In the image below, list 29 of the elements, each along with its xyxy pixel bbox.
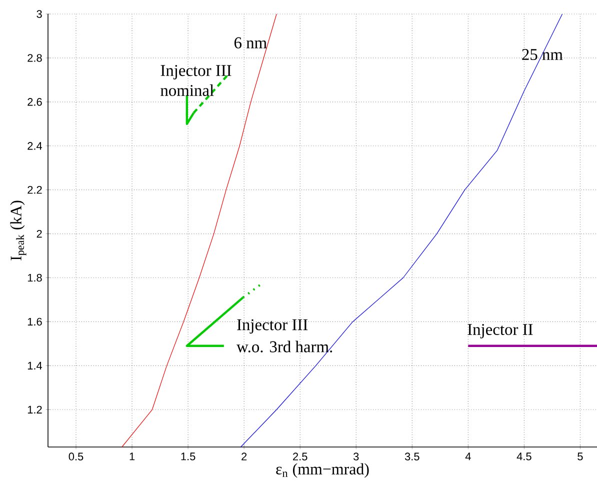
x-tick-label: 4	[465, 452, 471, 460]
x-tick-label: 3.5	[404, 452, 420, 460]
x-tick-label: 1	[130, 452, 135, 460]
annotation: nominal	[160, 84, 214, 96]
y-tick-label: 2.2	[28, 186, 42, 194]
y-tick-label: 1.6	[28, 318, 42, 326]
y-tick-label: 3	[36, 10, 42, 18]
y-tick-label: 2	[36, 230, 42, 238]
y-tick-label: 1.2	[28, 406, 42, 414]
y-tick-label: 1.8	[28, 274, 42, 282]
x-tick-label: 0.5	[68, 452, 84, 460]
y-axis-title: I$_{peak}$ (kA)	[10, 200, 26, 260]
x-tick-label: 4.5	[516, 452, 532, 460]
annotation: w.o. 3rd harm.	[236, 340, 332, 352]
x-axis-title: ε$_{n}$ (mm−mrad)	[276, 463, 369, 478]
annotation: 25 nm	[522, 49, 563, 60]
x-tick-label: 2	[242, 452, 247, 460]
annotation: Injector II	[468, 324, 533, 338]
y-tick-label: 1.4	[28, 362, 42, 370]
annotation: 6 nm	[234, 37, 267, 48]
x-tick-label: 5	[578, 452, 583, 460]
y-tick-label: 2.8	[28, 54, 42, 62]
x-tick-label: 2.5	[293, 452, 308, 460]
x-tick-label: 3	[353, 452, 359, 460]
y-tick-label: 2.6	[28, 98, 42, 106]
annotation: Injector III	[237, 319, 308, 334]
y-tick-label: 2.4	[28, 142, 42, 150]
annotation: Injector III	[160, 65, 232, 80]
x-tick-label: 1.5	[181, 452, 196, 460]
